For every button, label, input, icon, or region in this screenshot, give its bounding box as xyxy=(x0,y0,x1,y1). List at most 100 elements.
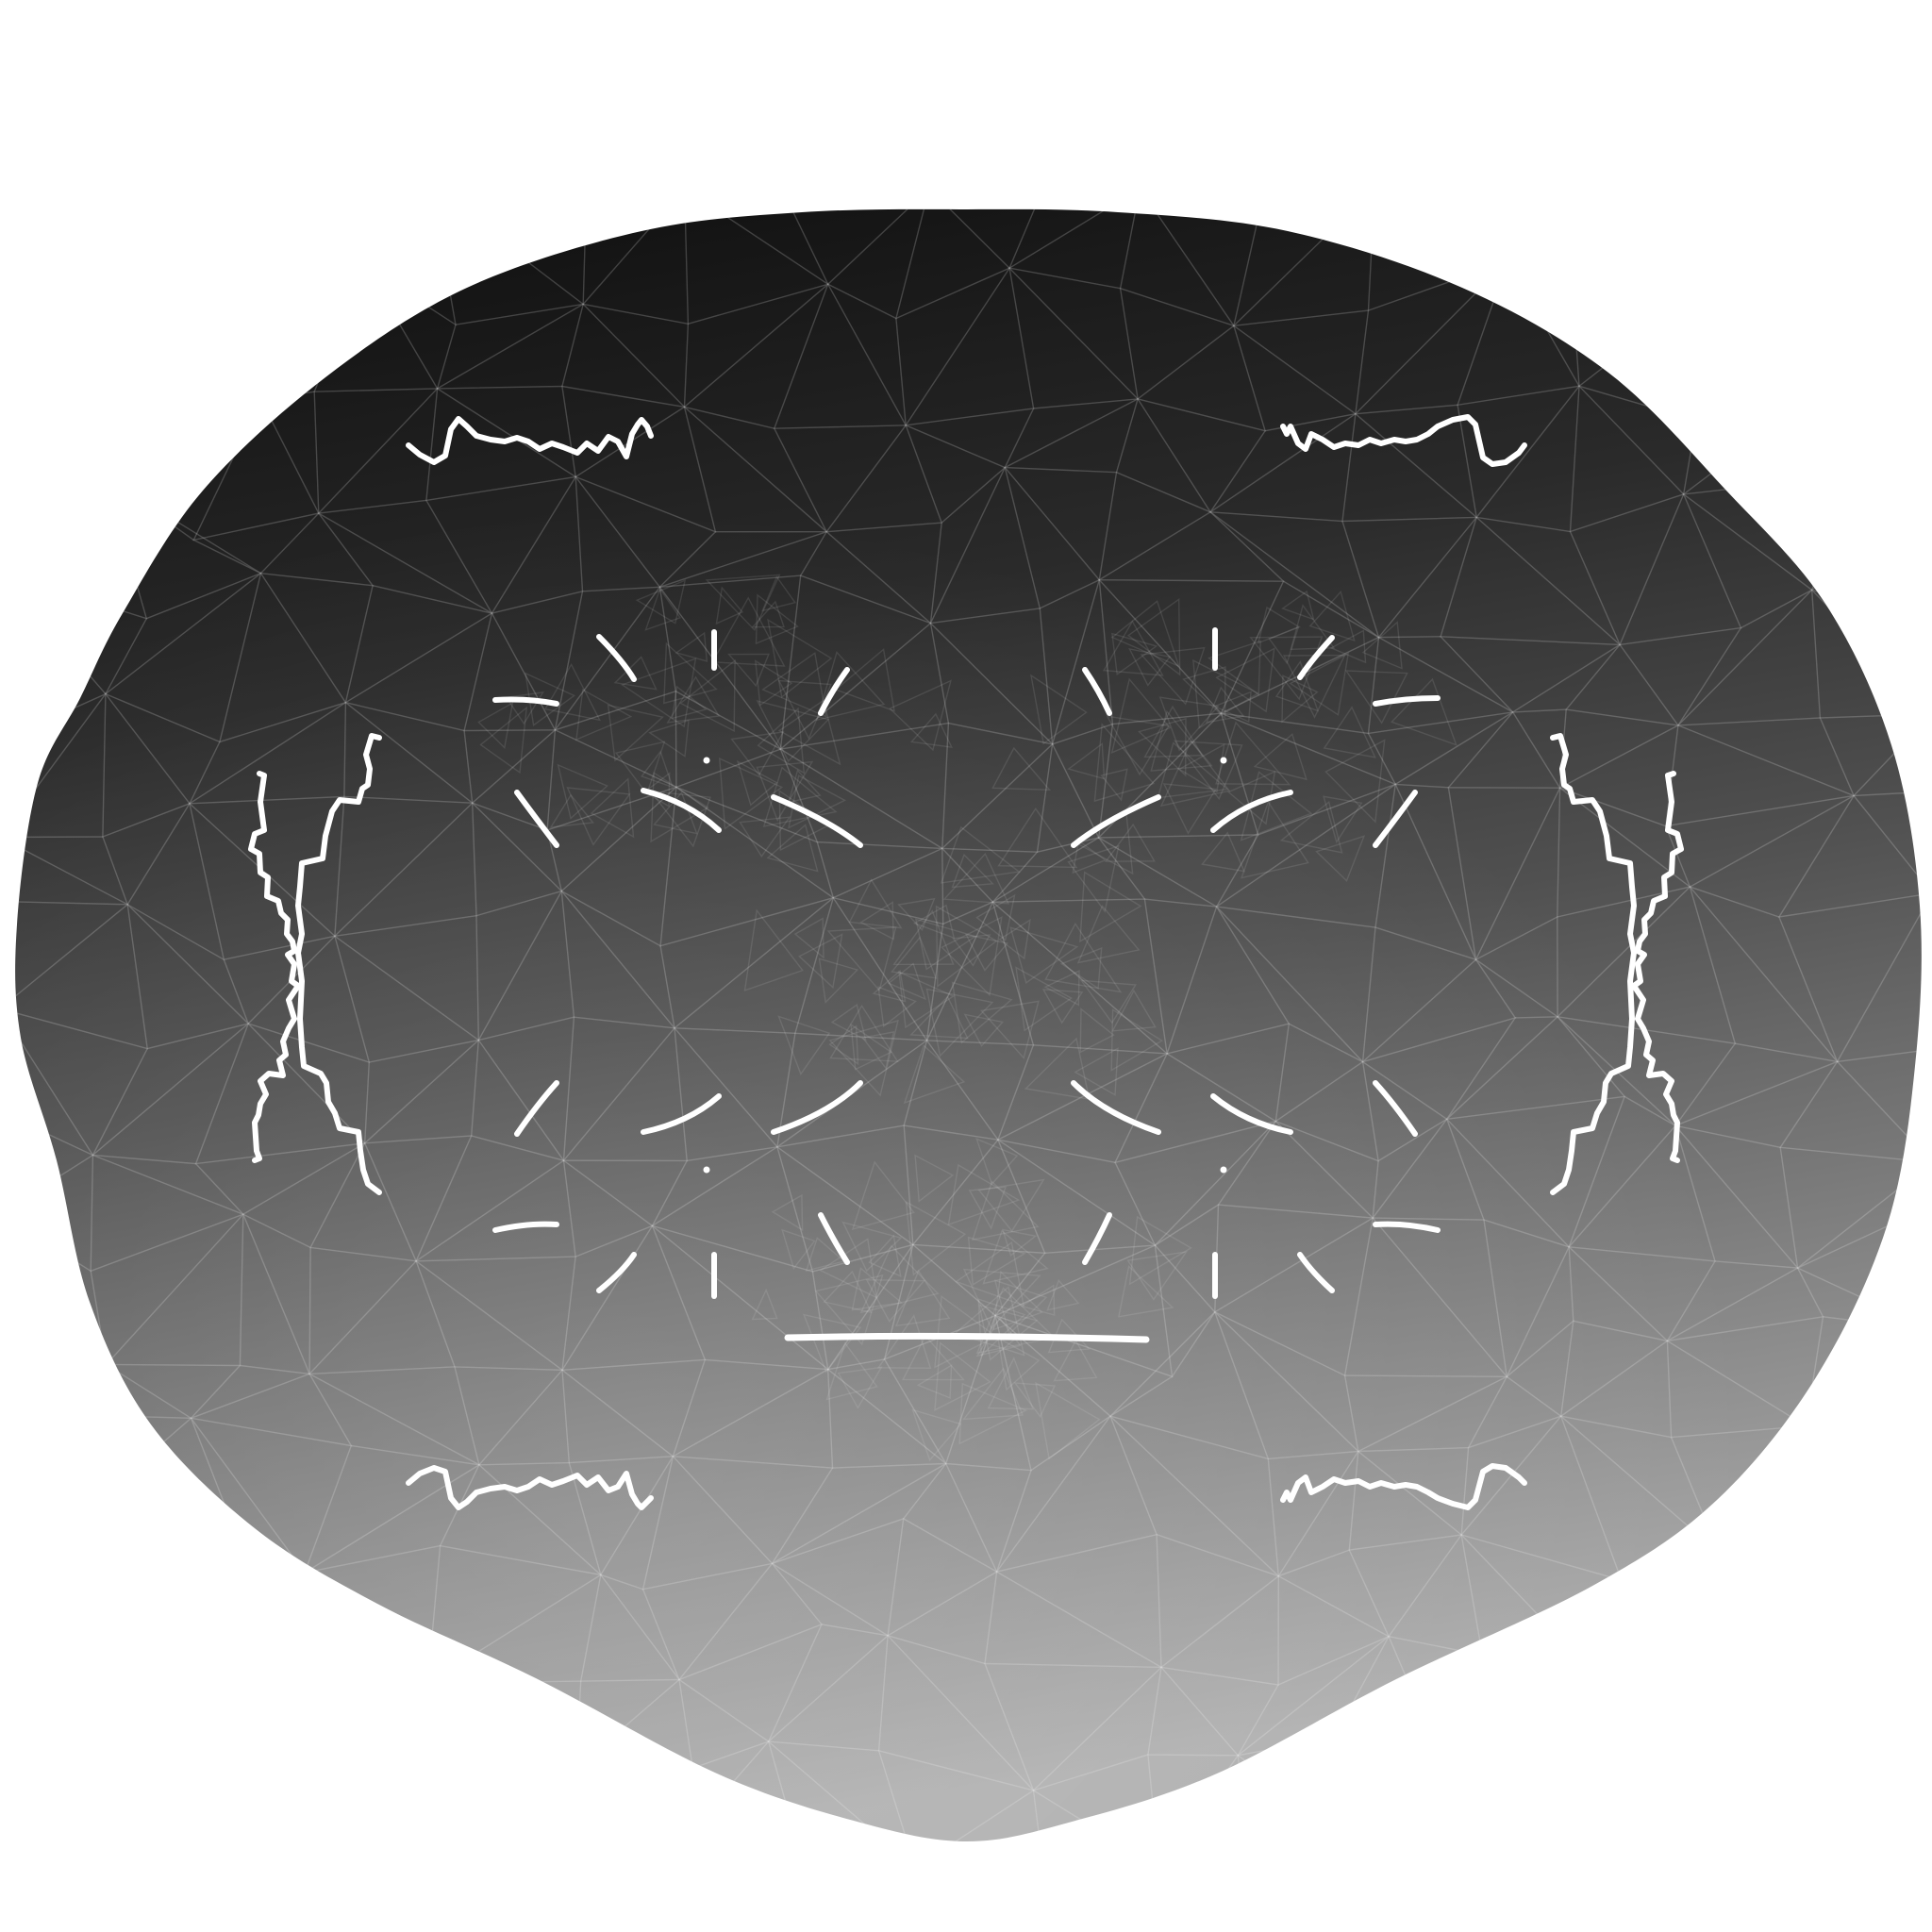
mesh-fine-facet xyxy=(479,706,528,774)
mesh-facet xyxy=(1221,712,1397,786)
mesh-facet xyxy=(1713,1732,1839,1841)
mesh-facet xyxy=(429,1748,578,1841)
mesh-facet xyxy=(1208,510,1380,640)
mesh-facet xyxy=(1665,1260,1800,1343)
mesh-facet xyxy=(995,1415,1111,1573)
mesh-fine-facet xyxy=(1205,686,1245,724)
mesh-facet xyxy=(983,1662,1163,1792)
radial-marks-bottom-right xyxy=(1071,1080,1441,1299)
mesh-fine-facet xyxy=(727,653,770,688)
mesh-facet xyxy=(1033,1665,1163,1791)
mesh-facet xyxy=(990,836,1146,903)
mesh-facet xyxy=(477,1461,603,1577)
mesh-facet xyxy=(477,1016,575,1163)
mesh-facet xyxy=(15,1515,79,1678)
mesh-facet xyxy=(1003,466,1118,582)
mesh-facet xyxy=(1147,1665,1240,1757)
mesh-facet xyxy=(15,472,108,574)
mesh-facet xyxy=(1568,208,1707,290)
mesh-facet xyxy=(1098,471,1212,582)
mesh-facet xyxy=(1387,1533,1484,1657)
center-dot-top-right xyxy=(1220,757,1227,764)
mesh-facet xyxy=(1717,1552,1849,1659)
mesh-facet xyxy=(1677,717,1856,797)
mesh-facet xyxy=(316,499,494,616)
mesh-facet xyxy=(1214,906,1376,1064)
mesh-facet xyxy=(73,208,263,308)
mesh-facet xyxy=(332,801,477,938)
mesh-facet xyxy=(994,1414,1158,1574)
mesh-facet xyxy=(1506,1319,1574,1418)
mesh-facet xyxy=(1109,1311,1216,1417)
mesh-facet xyxy=(877,1634,1036,1792)
mesh-facet xyxy=(1559,1320,1670,1418)
mesh-facet xyxy=(91,1021,250,1165)
mesh-facet xyxy=(831,847,944,925)
mesh-facet xyxy=(77,306,263,402)
mesh-facet xyxy=(904,424,1007,525)
mesh-facet xyxy=(1115,397,1212,514)
mesh-fine-facet xyxy=(894,1269,951,1327)
mesh-facet xyxy=(1808,1574,1922,1659)
mesh-fine-facet xyxy=(1079,1008,1115,1054)
mesh-facet xyxy=(308,1246,418,1376)
mesh-facet xyxy=(771,1462,947,1565)
mesh-facet xyxy=(1557,786,1692,918)
mesh-facet xyxy=(994,1314,1174,1418)
mesh-facet xyxy=(561,1368,675,1464)
mesh-fine-facet xyxy=(982,1229,1049,1285)
mesh-facet xyxy=(996,1044,1170,1141)
mesh-fine-facet xyxy=(543,662,601,722)
mesh-facet xyxy=(362,1038,480,1144)
mesh-facet xyxy=(778,722,950,850)
mesh-facet xyxy=(561,303,687,408)
mesh-fine-facet xyxy=(934,1295,998,1369)
mesh-facet xyxy=(104,1363,242,1420)
mesh-facet xyxy=(15,1414,93,1518)
mesh-facet xyxy=(476,889,575,1041)
mesh-fine-facet xyxy=(650,772,709,843)
mesh-facet xyxy=(1440,1654,1585,1763)
mesh-facet xyxy=(826,1358,947,1465)
mesh-facet xyxy=(224,208,367,326)
mesh-facet xyxy=(1558,1415,1720,1554)
mesh-fine-facet xyxy=(1102,620,1164,676)
mesh-facet xyxy=(562,1158,654,1258)
mesh-fine-facet xyxy=(1215,647,1275,713)
mouth-line xyxy=(784,1332,1150,1343)
mesh-fine-facet xyxy=(905,1200,967,1276)
mesh-facet xyxy=(673,1027,796,1149)
mesh-facet xyxy=(333,914,480,1041)
mesh-facet xyxy=(671,1368,834,1469)
mesh-facet xyxy=(414,1256,576,1372)
mesh-facet xyxy=(993,1313,1112,1472)
mesh-fine-facet xyxy=(914,918,977,971)
mesh-facet xyxy=(344,584,494,705)
mesh-facet xyxy=(1356,1446,1470,1537)
mesh-fine-facet xyxy=(549,793,594,828)
mesh-facet xyxy=(683,208,830,325)
mesh-facet xyxy=(1777,794,1922,918)
mesh-facet xyxy=(778,622,950,751)
mesh-facet xyxy=(1008,267,1140,401)
mesh-fine-facet xyxy=(802,1313,862,1374)
mesh-fine-facet xyxy=(1279,800,1343,854)
mesh-facet xyxy=(672,1358,831,1458)
mesh-fine-facet xyxy=(963,1013,1005,1047)
mesh-facet xyxy=(247,1023,371,1145)
mesh-facet xyxy=(894,208,1011,320)
mesh-facet xyxy=(995,1052,1169,1164)
mesh-facet xyxy=(1098,837,1217,908)
mesh-fine-facet xyxy=(877,986,917,1028)
mesh-fine-facet xyxy=(644,587,682,631)
mesh-facet xyxy=(490,475,584,615)
mesh-facet xyxy=(343,611,493,732)
mesh-facet xyxy=(15,1745,137,1841)
mesh-facet xyxy=(925,1040,1035,1141)
mesh-facet xyxy=(554,586,661,731)
mesh-fine-facet xyxy=(1274,659,1320,712)
mesh-fine-facet xyxy=(934,1341,991,1411)
mesh-facet xyxy=(676,1562,824,1682)
mesh-facet xyxy=(187,701,347,805)
mesh-facet xyxy=(103,691,221,806)
